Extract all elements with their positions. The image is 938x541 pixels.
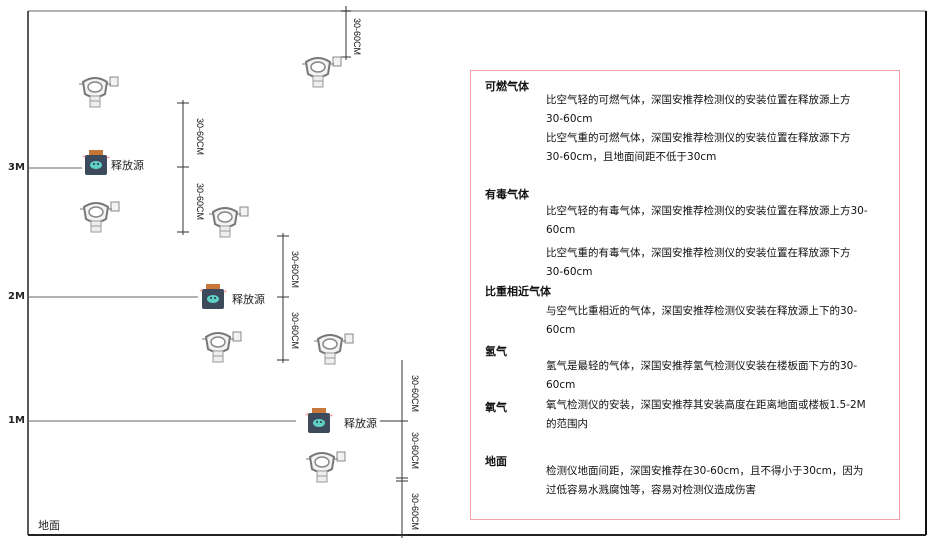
svg-text:+: + bbox=[305, 412, 309, 418]
dimension-label: 30-60CM bbox=[410, 432, 420, 470]
gas-detector-icon bbox=[77, 74, 121, 112]
section-heading: 地面 bbox=[485, 455, 507, 468]
section-heading: 氧气 bbox=[485, 401, 507, 414]
gas-detector-icon bbox=[207, 204, 251, 242]
ground-label: 地面 bbox=[38, 519, 60, 532]
svg-text:+: + bbox=[329, 413, 333, 419]
section-heading: 氢气 bbox=[485, 345, 507, 358]
section-text: 与空气比重相近的气体，深国安推荐检测仪安装在释放源上下的30-60cm bbox=[546, 305, 858, 336]
release-source-icon: + + bbox=[305, 407, 333, 439]
section-text: 比空气轻的有毒气体，深国安推荐检测仪的安装位置在释放源上方30-60cm bbox=[546, 205, 868, 236]
dimension-label: 30-60CM bbox=[195, 118, 205, 156]
section-heading: 可燃气体 bbox=[485, 80, 529, 93]
section-text: 氧气检测仪的安装，深国安推荐其安装高度在距离地面或楼板1.5-2M的范围内 bbox=[546, 399, 866, 430]
release-source-label: 释放源 bbox=[232, 293, 265, 306]
section-heading: 比重相近气体 bbox=[485, 285, 551, 298]
section-text: 比空气重的可燃气体，深国安推荐检测仪的安装位置在释放源下方30-60cm，且地面… bbox=[546, 132, 851, 163]
gas-detector-icon bbox=[304, 449, 348, 487]
section-heading: 有毒气体 bbox=[485, 188, 529, 201]
svg-text:+: + bbox=[82, 154, 86, 160]
gas-detector-icon bbox=[78, 199, 122, 237]
dimension-label: 30-60CM bbox=[195, 183, 205, 221]
release-source-icon: + + bbox=[199, 283, 227, 315]
section-text: 比空气轻的可燃气体，深国安推荐检测仪的安装位置在释放源上方30-60cm bbox=[546, 94, 851, 125]
level-3m-label: 3M bbox=[8, 162, 25, 173]
svg-text:+: + bbox=[223, 289, 227, 295]
release-source-label: 释放源 bbox=[344, 417, 377, 430]
dimension-label: 30-60CM bbox=[410, 375, 420, 413]
level-1m-label: 1M bbox=[8, 415, 25, 426]
dimension-label: 30-60CM bbox=[410, 493, 420, 531]
gas-detector-icon bbox=[300, 54, 344, 92]
dimension-label: 30-60CM bbox=[352, 18, 362, 56]
section-text: 比空气重的有毒气体，深国安推荐检测仪的安装位置在释放源下方30-60cm bbox=[546, 247, 851, 278]
dimension-lines bbox=[177, 6, 408, 538]
installation-guide-panel: 可燃气体 比空气轻的可燃气体，深国安推荐检测仪的安装位置在释放源上方30-60c… bbox=[470, 70, 900, 520]
gas-detector-icon bbox=[312, 331, 356, 369]
release-source-icon: + + bbox=[82, 149, 110, 181]
level-2m-label: 2M bbox=[8, 291, 25, 302]
svg-text:+: + bbox=[199, 288, 203, 294]
section-text: 检测仪地面间距，深国安推荐在30-60cm，且不得小于30cm，因为过低容易水溅… bbox=[546, 465, 864, 496]
dimension-label: 30-60CM bbox=[290, 312, 300, 350]
dimension-label: 30-60CM bbox=[290, 251, 300, 289]
svg-text:+: + bbox=[106, 155, 110, 161]
release-source-label: 释放源 bbox=[111, 159, 144, 172]
section-text: 氢气是最轻的气体，深国安推荐氢气检测仪安装在楼板面下方的30-60cm bbox=[546, 360, 858, 391]
gas-detector-icon bbox=[200, 329, 244, 367]
